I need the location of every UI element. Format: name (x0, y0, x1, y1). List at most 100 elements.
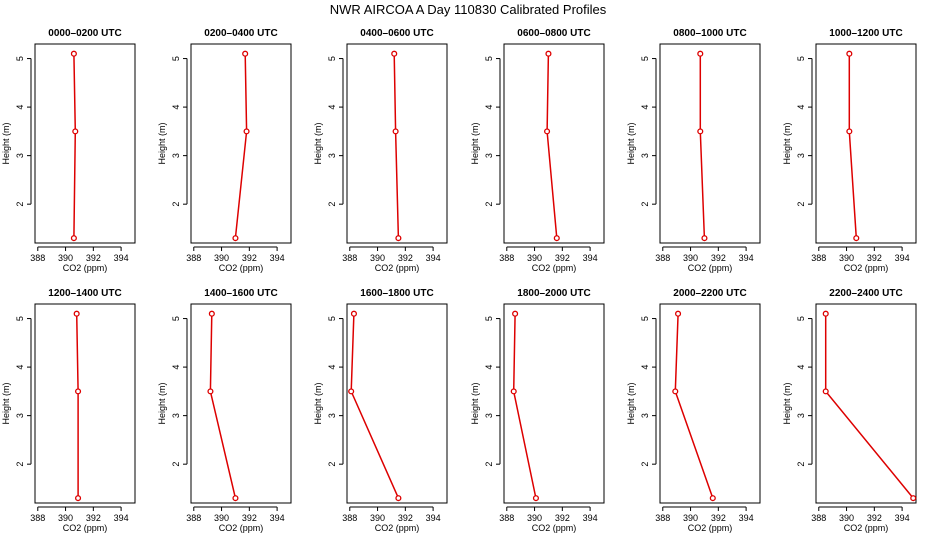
panel-title: 2000–2200 UTC (673, 288, 746, 299)
plot-frame (190, 43, 292, 244)
y-axis-label: Height (m) (157, 382, 167, 424)
y-tick-label: 4 (327, 105, 337, 110)
x-tick-label: 390 (370, 513, 385, 523)
x-tick-label: 392 (398, 253, 413, 263)
x-tick-label: 390 (214, 513, 229, 523)
x-tick-label: 394 (583, 253, 598, 263)
y-tick-label: 5 (171, 316, 181, 321)
x-tick-label: 394 (114, 253, 129, 263)
x-tick-label: 392 (555, 253, 570, 263)
plot-frame (659, 43, 761, 244)
plot-frame (659, 303, 761, 504)
y-axis-label: Height (m) (626, 122, 636, 164)
panel-title: 0400–0600 UTC (360, 28, 433, 39)
x-axis-label: CO2 (ppm) (844, 263, 889, 273)
panel-4: 0800–1000 UTC 388 390 392 394 CO2 (ppm) 2 3 4 5 He… (626, 28, 761, 273)
y-tick-label: 3 (15, 153, 25, 158)
panel-1: 0200–0400 UTC 388 390 392 394 CO2 (ppm) 2 3 4 5 He… (157, 28, 292, 273)
data-point (208, 310, 215, 317)
plot-frame (34, 43, 136, 244)
y-tick-label: 4 (327, 365, 337, 370)
profile-line (393, 53, 400, 239)
y-tick-label: 4 (15, 105, 25, 110)
x-tick-label: 394 (114, 513, 129, 523)
plot-frame (503, 43, 605, 244)
x-tick-label: 394 (270, 253, 285, 263)
data-point (697, 128, 704, 135)
y-axis-label: Height (m) (626, 382, 636, 424)
y-tick-label: 3 (640, 413, 650, 418)
y-tick-label: 2 (327, 202, 337, 207)
data-point (822, 310, 829, 317)
x-axis-label: CO2 (ppm) (375, 523, 420, 533)
data-point (243, 128, 250, 135)
y-axis-label: Height (m) (313, 382, 323, 424)
x-axis-label: CO2 (ppm) (688, 523, 733, 533)
y-axis-label: Height (m) (1, 382, 11, 424)
data-point (242, 50, 249, 57)
x-tick-label: 390 (839, 513, 854, 523)
data-point (553, 235, 560, 242)
x-tick-label: 392 (398, 513, 413, 523)
profile-line (546, 53, 558, 239)
x-tick-label: 392 (86, 513, 101, 523)
y-tick-label: 3 (640, 153, 650, 158)
data-point (207, 388, 214, 395)
x-tick-label: 392 (242, 253, 257, 263)
y-tick-label: 3 (15, 413, 25, 418)
data-point (395, 235, 402, 242)
data-point (348, 388, 355, 395)
data-point (395, 495, 402, 502)
panel-5: 1000–1200 UTC 388 390 392 394 CO2 (ppm) 2 3 4 5 He… (782, 28, 917, 273)
x-tick-label: 392 (86, 253, 101, 263)
x-axis-label: CO2 (ppm) (375, 263, 420, 273)
data-point (822, 388, 829, 395)
x-axis-label: CO2 (ppm) (688, 263, 733, 273)
data-point (350, 310, 357, 317)
x-tick-label: 388 (811, 253, 826, 263)
x-tick-label: 388 (342, 253, 357, 263)
y-axis-label: Height (m) (782, 382, 792, 424)
profile-line (234, 53, 248, 239)
data-point (846, 128, 853, 135)
profile-line (848, 53, 858, 239)
x-tick-label: 388 (186, 513, 201, 523)
x-tick-label: 390 (214, 253, 229, 263)
x-tick-label: 394 (739, 253, 754, 263)
panel-8: 1600–1800 UTC 388 390 392 394 CO2 (ppm) 2 3 4 5 He… (313, 288, 448, 533)
y-tick-label: 2 (171, 462, 181, 467)
y-tick-label: 2 (327, 462, 337, 467)
data-point (675, 310, 682, 317)
data-point (512, 310, 519, 317)
panel-title: 1600–1800 UTC (360, 288, 433, 299)
data-point (910, 495, 917, 502)
y-tick-label: 4 (640, 105, 650, 110)
plot-frame (815, 303, 917, 504)
data-point (75, 388, 82, 395)
profile-line (73, 53, 77, 239)
x-tick-label: 388 (655, 253, 670, 263)
x-tick-label: 390 (58, 253, 73, 263)
data-point (532, 495, 539, 502)
data-point (232, 235, 239, 242)
panel-title: 1400–1600 UTC (204, 288, 277, 299)
y-tick-label: 5 (796, 56, 806, 61)
panel-title: 0000–0200 UTC (48, 28, 121, 39)
x-tick-label: 388 (811, 513, 826, 523)
x-tick-label: 392 (867, 513, 882, 523)
panel-title: 1800–2000 UTC (517, 288, 590, 299)
data-point (70, 50, 77, 57)
x-tick-label: 392 (555, 513, 570, 523)
panel-title: 1000–1200 UTC (829, 28, 902, 39)
panel-11: 2200–2400 UTC 388 390 392 394 CO2 (ppm) 2 3 4 5 He… (782, 288, 917, 533)
panel-title: 2200–2400 UTC (829, 288, 902, 299)
profile-line (674, 313, 714, 499)
y-tick-label: 4 (796, 105, 806, 110)
y-axis-label: Height (m) (1, 122, 11, 164)
plot-frame (503, 303, 605, 504)
y-tick-label: 5 (796, 316, 806, 321)
x-tick-label: 392 (711, 513, 726, 523)
plot-frame (190, 303, 292, 504)
x-tick-label: 390 (370, 253, 385, 263)
